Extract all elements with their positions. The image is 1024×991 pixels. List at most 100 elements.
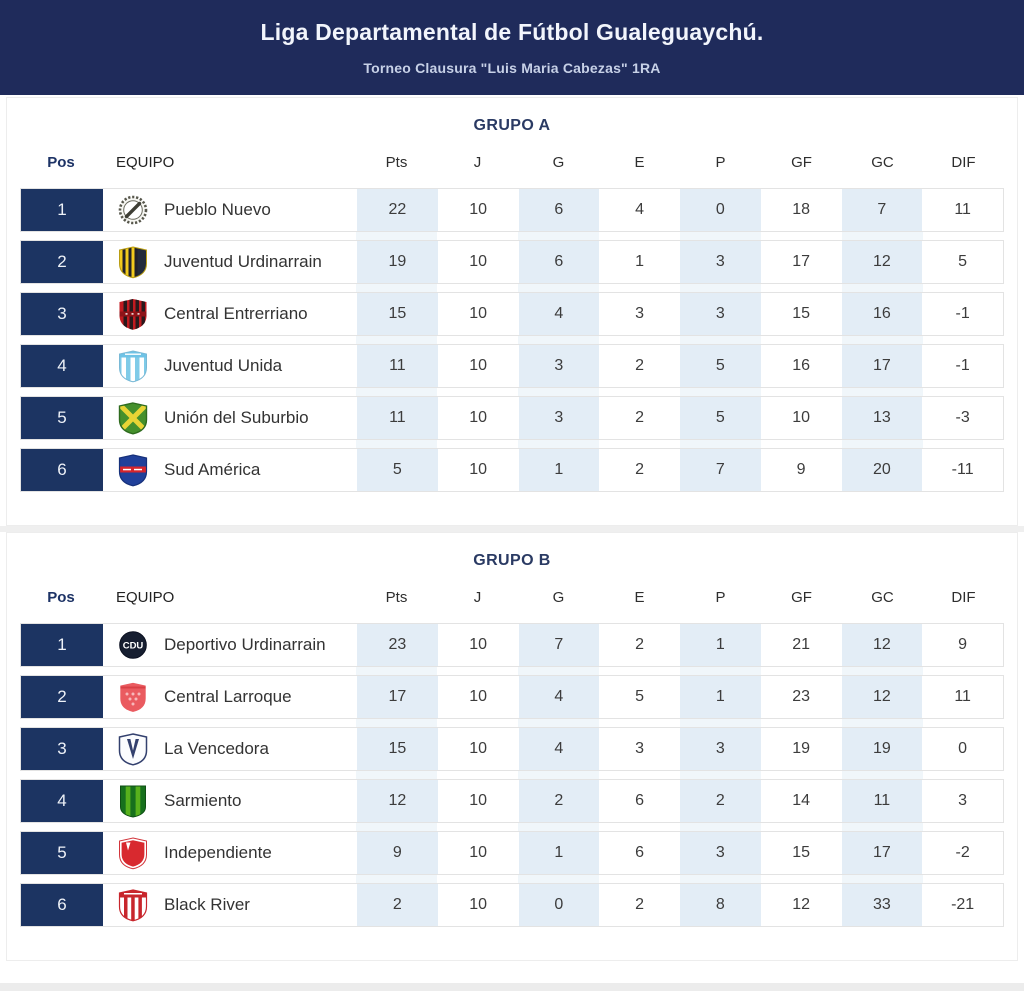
stat-j: 10 <box>469 792 488 809</box>
stat-p: 5 <box>680 345 761 387</box>
team-cell: Sarmiento <box>103 780 357 822</box>
column-header-gf: GF <box>791 588 812 606</box>
column-header-dif: DIF <box>951 153 976 171</box>
stat-g: 3 <box>518 397 600 439</box>
position-badge: 6 <box>21 884 103 926</box>
stat-j: 10 <box>469 253 488 270</box>
stat-dif: -21 <box>951 896 975 913</box>
central-entrerriano-crest-icon <box>117 297 149 331</box>
team-cell: CDU Deportivo Urdinarrain <box>103 624 357 666</box>
tournament-subtitle: Torneo Clausura "Luis Maria Cabezas" 1RA <box>363 60 661 76</box>
team-cell: Independiente <box>103 832 357 874</box>
column-header-g: G <box>552 153 565 171</box>
pueblo-nuevo-crest-icon <box>117 193 149 227</box>
stat-e: 2 <box>635 357 645 374</box>
stat-dif: 11 <box>954 201 971 218</box>
stat-e: 3 <box>635 305 645 322</box>
table-row: 6 Black River 2 10 0 2 8 12 33 -21 <box>20 883 1004 927</box>
stat-dif: -11 <box>951 461 974 478</box>
stat-gf: 14 <box>792 792 811 809</box>
table-row: 5 Unión del Suburbio 11 10 3 2 5 10 13 -3 <box>20 396 1004 440</box>
stat-gf: 9 <box>796 461 806 478</box>
team-cell: Sud América <box>103 449 357 491</box>
deportivo-urdinarrain-crest-icon: CDU <box>117 628 149 662</box>
stat-gf: 15 <box>792 844 811 861</box>
table-row: 4 Juventud Unida 11 10 3 2 5 16 17 -1 <box>20 344 1004 388</box>
stat-pts: 12 <box>357 780 438 822</box>
team-name: Black River <box>164 895 250 914</box>
stat-gf: 18 <box>792 201 811 218</box>
table-row: 4 Sarmiento 12 10 2 6 2 14 11 3 <box>20 779 1004 823</box>
group-title: GRUPO B <box>473 552 551 569</box>
group-card: GRUPO B Pos EQUIPO Pts J G E P GF GC DIF 1 CDU … <box>6 532 1018 961</box>
stat-g: 1 <box>518 832 600 874</box>
stat-gc: 12 <box>841 624 923 666</box>
column-header-p: P <box>715 588 726 606</box>
team-cell: La Vencedora <box>103 728 357 770</box>
column-header-g: G <box>552 588 565 606</box>
stat-p: 1 <box>680 624 761 666</box>
stat-pts: 11 <box>357 397 438 439</box>
column-header-pts: Pts <box>385 153 408 171</box>
column-stripe <box>680 623 761 927</box>
column-stripe <box>518 623 599 927</box>
stat-gf: 23 <box>792 688 811 705</box>
stat-gf: 10 <box>792 409 811 426</box>
team-name: Sarmiento <box>164 791 242 810</box>
table-header-row: Pos EQUIPO Pts J G E P GF GC DIF <box>20 152 1004 172</box>
stat-gf: 17 <box>792 253 811 270</box>
stat-gc: 7 <box>841 189 923 231</box>
stat-dif: -2 <box>955 844 970 861</box>
team-name: Pueblo Nuevo <box>164 200 271 219</box>
stat-e: 3 <box>635 740 645 757</box>
stat-gc: 11 <box>841 780 923 822</box>
stat-gc: 33 <box>841 884 923 926</box>
stat-e: 5 <box>635 688 645 705</box>
stat-e: 2 <box>635 636 645 653</box>
independiente-crest-icon <box>117 836 149 870</box>
stat-j: 10 <box>469 896 488 913</box>
team-cell: Pueblo Nuevo <box>103 189 357 231</box>
stat-pts: 11 <box>357 345 438 387</box>
column-header-e: E <box>634 588 645 606</box>
stat-g: 7 <box>518 624 600 666</box>
stat-gc: 19 <box>841 728 923 770</box>
stat-e: 2 <box>635 461 645 478</box>
stat-gf: 21 <box>792 636 811 653</box>
column-header-pos: Pos <box>47 153 75 171</box>
stat-pts: 2 <box>357 884 438 926</box>
group-title: GRUPO A <box>473 117 551 134</box>
position-badge: 4 <box>21 345 103 387</box>
position-badge: 6 <box>21 449 103 491</box>
group-card: GRUPO A Pos EQUIPO Pts J G E P GF GC DIF 1 Pueb… <box>6 97 1018 526</box>
stat-e: 6 <box>635 844 645 861</box>
column-stripe <box>356 623 437 927</box>
position-badge: 2 <box>21 676 103 718</box>
table-row: 3 Central Entrerriano 15 10 4 3 3 15 16 -1 <box>20 292 1004 336</box>
table-row: 5 Independiente 9 10 1 6 3 15 17 -2 <box>20 831 1004 875</box>
position-badge: 4 <box>21 780 103 822</box>
team-cell: Black River <box>103 884 357 926</box>
stat-pts: 19 <box>357 241 438 283</box>
position-badge: 3 <box>21 293 103 335</box>
team-name: Juventud Unida <box>164 356 283 375</box>
stat-dif: 0 <box>958 740 968 757</box>
stat-g: 4 <box>518 676 600 718</box>
stat-gc: 12 <box>841 676 923 718</box>
team-name: Central Entrerriano <box>164 304 308 323</box>
team-name: Central Larroque <box>164 687 292 706</box>
stat-gc: 13 <box>841 397 923 439</box>
stat-e: 2 <box>635 409 645 426</box>
stat-e: 4 <box>635 201 645 218</box>
table-row: 3 La Vencedora 15 10 4 3 3 19 19 0 <box>20 727 1004 771</box>
stat-e: 2 <box>635 896 645 913</box>
column-header-gc: GC <box>871 153 894 171</box>
table-row: 2 Juventud Urdinarrain 19 10 6 1 3 17 12 5 <box>20 240 1004 284</box>
stat-gf: 16 <box>792 357 811 374</box>
column-header-equipo: EQUIPO <box>116 588 175 606</box>
position-badge: 1 <box>21 624 103 666</box>
stat-j: 10 <box>469 636 488 653</box>
stat-g: 6 <box>518 241 600 283</box>
stat-p: 7 <box>680 449 761 491</box>
table-body: 1 CDU Deportivo Urdinarrain 23 10 7 2 1 21 12 9… <box>20 623 1004 927</box>
